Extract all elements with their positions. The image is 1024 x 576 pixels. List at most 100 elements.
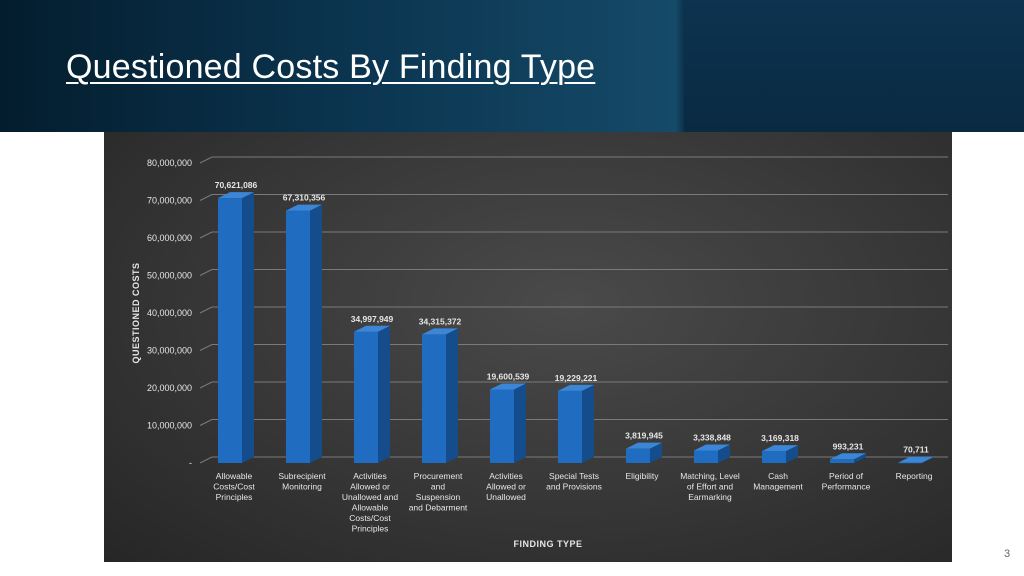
chart-panel: - 10,000,000 20,000,000 30,000,000 40,000,00…	[104, 132, 952, 562]
y-tick-label: -	[189, 458, 192, 468]
bar-side	[242, 192, 254, 463]
bar	[830, 459, 854, 463]
x-tick-label-line: and Provisions	[546, 482, 602, 492]
y-tick-label: 40,000,000	[147, 308, 192, 318]
bar	[286, 210, 310, 463]
bar	[694, 450, 718, 463]
x-tick-label-line: Activities	[353, 471, 387, 481]
data-label: 19,229,221	[555, 373, 598, 383]
x-tick-label: Activities Allowed or Unallowed	[486, 471, 526, 502]
x-tick-label-line: Allowable	[216, 471, 253, 481]
x-tick-label: Cash Management	[753, 471, 803, 492]
bar-top	[218, 192, 254, 199]
x-tick-label-line: Cash	[768, 471, 788, 481]
x-axis-title: FINDING TYPE	[513, 539, 582, 549]
x-tick-label-line: Procurement	[414, 471, 463, 481]
x-tick-label-line: Performance	[822, 482, 871, 492]
x-tick-label-line: Eligibility	[625, 471, 659, 481]
x-tick-label: Procurement and Suspension and Debarment	[409, 471, 468, 513]
bar-side	[378, 325, 390, 463]
x-tick-label-line: Allowable	[352, 503, 389, 513]
gridline	[199, 194, 213, 201]
x-tick-label-line: Principles	[352, 524, 389, 534]
y-tick-label: 50,000,000	[147, 271, 192, 281]
x-tick-label-line: Allowed or	[486, 482, 526, 492]
slide-number: 3	[1004, 548, 1011, 560]
data-label: 3,338,848	[693, 432, 731, 442]
bar-side	[446, 328, 458, 463]
data-label: 993,231	[833, 441, 864, 451]
x-tick-label: Activities Allowed or Unallowed and Allowab…	[342, 471, 399, 534]
x-tick-label-line: and Debarment	[409, 503, 468, 513]
x-tick-label-line: Unallowed	[486, 492, 526, 502]
data-label: 70,621,086	[215, 180, 258, 190]
bar	[422, 334, 446, 463]
y-tick-label: 60,000,000	[147, 233, 192, 243]
bar-top	[286, 204, 322, 211]
bar-top	[354, 325, 390, 332]
x-tick-label: Eligibility	[625, 471, 659, 481]
data-label: 3,169,318	[761, 433, 799, 443]
x-tick-label-line: Period of	[829, 471, 864, 481]
bar-top	[898, 456, 934, 463]
x-tick-label-line: and	[431, 482, 445, 492]
gridline	[199, 419, 213, 426]
bar	[218, 198, 242, 463]
page-title: Questioned Costs By Finding Type	[66, 48, 596, 86]
y-axis-title: QUESTIONED COSTS	[131, 262, 141, 363]
data-label: 70,711	[903, 445, 929, 455]
bar-top	[558, 384, 594, 391]
x-tick-label: Reporting	[896, 471, 933, 481]
x-tick-label-line: of Effort and	[687, 482, 733, 492]
x-tick-label: Special Tests and Provisions	[546, 471, 602, 492]
bar-top	[694, 444, 730, 451]
x-tick-label-line: Costs/Cost	[349, 513, 391, 523]
bar-side	[582, 384, 594, 463]
gridline	[199, 156, 213, 164]
gridline	[199, 269, 213, 276]
bar-top	[762, 445, 798, 452]
x-tick-label: Matching, Level of Effort and Earmarking	[680, 471, 740, 502]
bar	[558, 390, 582, 463]
x-tick-label-line: Subrecipient	[278, 471, 326, 481]
data-label: 34,315,372	[419, 316, 462, 326]
y-tick-label: 10,000,000	[147, 421, 192, 431]
bar-top	[422, 328, 458, 335]
x-tick-label-line: Management	[753, 482, 803, 492]
x-tick-label-line: Reporting	[896, 471, 933, 481]
gridline	[199, 344, 213, 351]
x-tick-label: Subrecipient Monitoring	[278, 471, 326, 492]
x-tick-label-line: Unallowed and	[342, 492, 399, 502]
bar-top	[626, 442, 662, 449]
bar-top	[830, 453, 866, 460]
x-tick-label-line: Allowed or	[350, 482, 390, 492]
slide-header: Questioned Costs By Finding Type	[0, 0, 1024, 132]
bar-side	[310, 204, 322, 463]
x-tick-label-line: Matching, Level	[680, 471, 740, 481]
bar	[762, 451, 786, 463]
data-label: 3,819,945	[625, 431, 663, 441]
data-label: 67,310,356	[283, 193, 326, 203]
data-label: 34,997,949	[351, 314, 394, 324]
x-tick-label-line: Suspension	[416, 492, 461, 502]
y-tick-label: 70,000,000	[147, 196, 192, 206]
bar-side	[922, 456, 934, 463]
x-tick-label-line: Activities	[489, 471, 523, 481]
bar	[354, 331, 378, 463]
bar-side	[718, 444, 730, 463]
bar	[626, 448, 650, 463]
x-tick-label-line: Special Tests	[549, 471, 599, 481]
data-label: 19,600,539	[487, 371, 530, 381]
bar-side	[786, 445, 798, 463]
header-accent-band	[684, 0, 1024, 132]
gridline	[199, 456, 213, 464]
bar-side	[514, 383, 526, 463]
gridline	[199, 306, 213, 314]
gridline	[199, 381, 213, 389]
x-tick-label-line: Principles	[216, 492, 253, 502]
bar	[490, 389, 514, 463]
bar-side	[854, 453, 866, 463]
x-tick-label-line: Earmarking	[688, 492, 732, 502]
gridline	[199, 231, 213, 239]
x-tick-label: Allowable Costs/Cost Principles	[213, 471, 255, 502]
